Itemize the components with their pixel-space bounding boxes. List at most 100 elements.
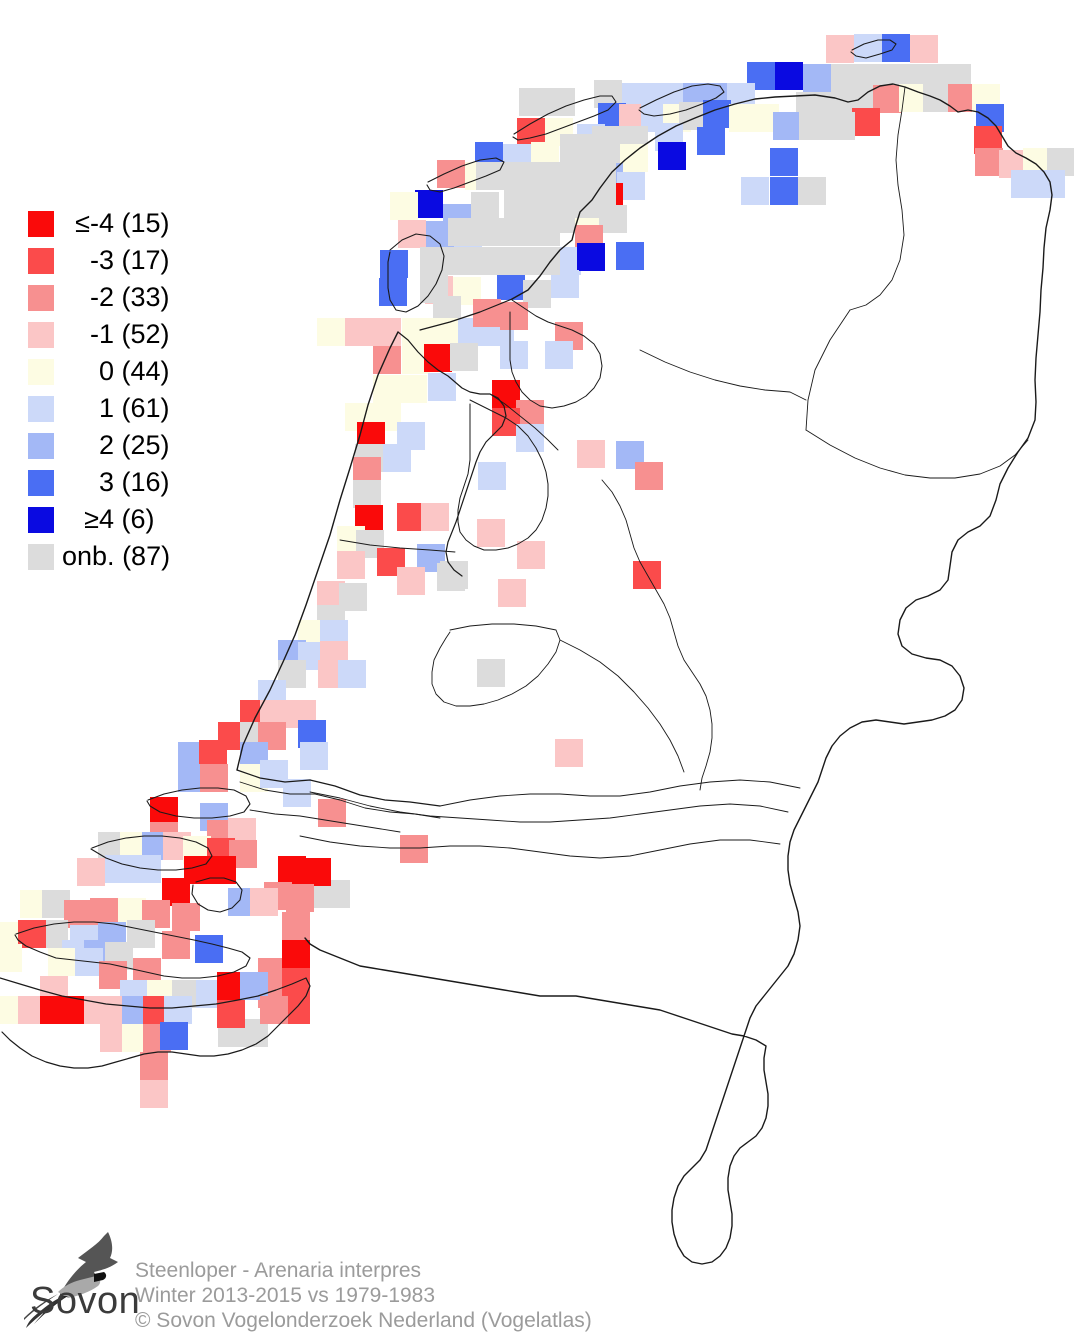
atlas-cell xyxy=(519,88,547,116)
map-outline xyxy=(509,299,603,409)
atlas-cell xyxy=(803,64,831,92)
map-outline xyxy=(850,39,897,59)
map-outline xyxy=(849,86,906,311)
atlas-cell xyxy=(440,561,468,589)
logo-text: Sovon xyxy=(30,1280,141,1322)
atlas-cell xyxy=(430,318,458,346)
atlas-cell xyxy=(250,888,278,916)
atlas-cell xyxy=(500,341,528,369)
atlas-cell xyxy=(282,912,310,940)
map-outline xyxy=(339,539,456,553)
caption-period: Winter 2013-2015 vs 1979-1983 xyxy=(135,1284,436,1307)
map-outline xyxy=(0,977,311,1069)
atlas-cell xyxy=(798,177,826,205)
atlas-cell xyxy=(826,35,854,63)
atlas-cell xyxy=(160,1022,188,1050)
atlas-cell xyxy=(437,160,465,188)
atlas-cell xyxy=(827,112,855,140)
map-outline xyxy=(90,835,213,871)
map-outline xyxy=(489,393,559,451)
atlas-cell xyxy=(588,190,616,218)
atlas-cell xyxy=(208,856,236,884)
legend-row-m3: -3 (17) xyxy=(28,242,170,279)
atlas-cell xyxy=(476,218,504,246)
atlas-cell xyxy=(975,148,1003,176)
atlas-cell xyxy=(428,373,456,401)
legend-row-m4: ≤-4 (15) xyxy=(28,205,170,242)
atlas-cell xyxy=(140,1052,168,1080)
map-outline xyxy=(805,429,1029,479)
legend-swatch-u xyxy=(28,543,54,570)
atlas-cell xyxy=(373,346,401,374)
atlas-cell xyxy=(1011,170,1039,198)
map-outline xyxy=(239,781,441,819)
atlas-cell xyxy=(882,34,910,62)
legend-swatch-m2 xyxy=(28,284,54,311)
atlas-cell xyxy=(317,318,345,346)
legend-row-m1: -1 (52) xyxy=(28,316,170,353)
atlas-cell xyxy=(399,375,427,403)
legend-label-p4: ≥4 (6) xyxy=(84,504,155,534)
swallow-icon xyxy=(24,1232,118,1328)
atlas-cell xyxy=(373,375,401,403)
sovon-logo xyxy=(24,1232,118,1328)
atlas-cell xyxy=(532,218,560,246)
map-outline xyxy=(419,298,513,331)
atlas-cell xyxy=(679,102,707,130)
atlas-cell xyxy=(500,302,528,330)
atlas-cell xyxy=(162,931,190,959)
atlas-cell xyxy=(504,162,532,190)
map-outline xyxy=(299,835,781,859)
atlas-cell xyxy=(199,740,227,768)
atlas-cell xyxy=(770,177,798,205)
atlas-cells-layer xyxy=(0,34,1074,1108)
atlas-cell xyxy=(402,318,430,346)
atlas-cell xyxy=(616,242,644,270)
atlas-cell xyxy=(577,440,605,468)
atlas-cell xyxy=(498,579,526,607)
legend-row-p1: 1 (61) xyxy=(28,390,170,427)
atlas-cell xyxy=(477,659,505,687)
atlas-cell xyxy=(504,247,532,275)
map-outline xyxy=(14,921,251,979)
atlas-cell xyxy=(424,344,452,372)
map-outline xyxy=(638,83,725,117)
atlas-cell xyxy=(450,343,478,371)
atlas-cell xyxy=(0,922,20,950)
atlas-cell xyxy=(240,972,268,1000)
atlas-cell xyxy=(476,247,504,275)
atlas-cell xyxy=(476,162,504,190)
atlas-cell xyxy=(560,134,588,162)
legend-row-z0: 0 (44) xyxy=(28,353,170,390)
legend-swatch-m1 xyxy=(28,321,54,348)
legend-label-p3: 3 (16) xyxy=(98,467,170,497)
map-outline xyxy=(236,331,399,771)
atlas-cell xyxy=(703,100,731,128)
atlas-cell xyxy=(658,142,686,170)
atlas-cell xyxy=(300,742,328,770)
atlas-cell xyxy=(504,218,532,246)
atlas-cell xyxy=(278,856,306,884)
map-outline xyxy=(249,809,401,833)
atlas-cell xyxy=(200,764,228,792)
atlas-cell xyxy=(471,192,499,220)
legend-swatch-p2 xyxy=(28,432,54,459)
atlas-cell xyxy=(195,935,223,963)
atlas-cell xyxy=(397,567,425,595)
legend-label-z0: 0 (44) xyxy=(98,356,170,386)
atlas-cell xyxy=(286,884,314,912)
caption-copyright: © Sovon Vogelonderzoek Nederland (Vogela… xyxy=(135,1309,592,1332)
atlas-cell xyxy=(532,162,560,190)
legend-swatch-p1 xyxy=(28,395,54,422)
atlas-cell xyxy=(48,948,76,976)
legend-row-p4: ≥4 (6) xyxy=(28,501,170,538)
atlas-cell xyxy=(338,660,366,688)
atlas-cell xyxy=(90,898,118,926)
legend-row-p2: 2 (25) xyxy=(28,427,170,464)
map-outline-layer xyxy=(0,39,1053,1265)
map-outline xyxy=(397,331,507,577)
atlas-cell xyxy=(415,190,443,218)
atlas-cell xyxy=(555,739,583,767)
atlas-cell xyxy=(560,162,588,190)
